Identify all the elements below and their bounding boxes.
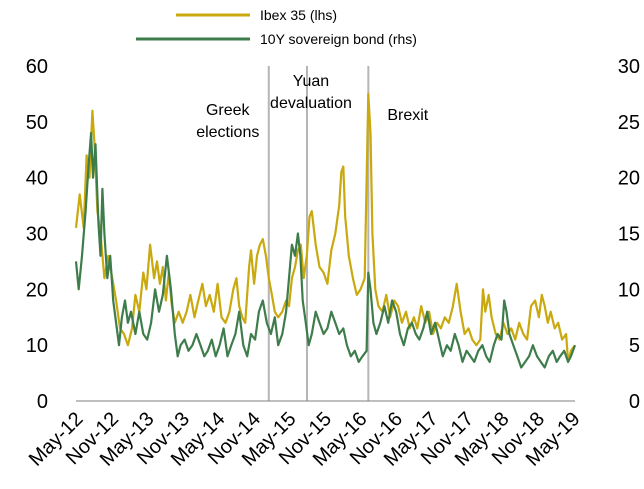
- y-axis-right: 0 5 10 15 20 25 30: [618, 56, 640, 413]
- ibex-series-line: [74, 92, 576, 363]
- y-left-tick-label: 60: [26, 56, 48, 78]
- y-right-tick-label: 25: [618, 112, 640, 134]
- y-left-tick-label: 20: [26, 279, 48, 301]
- legend-label-bond: 10Y sovereign bond (rhs): [260, 31, 417, 47]
- x-axis-labels: May-12Nov-12May-13Nov-13May-14Nov-14May-…: [25, 408, 585, 471]
- event-annotation-label: Yuan: [293, 73, 329, 90]
- event-annotation-label: elections: [196, 124, 259, 141]
- y-left-tick-label: 0: [37, 391, 48, 413]
- bond-series-line: [74, 131, 577, 369]
- series-lines: [74, 92, 577, 369]
- y-left-tick-label: 50: [26, 112, 48, 134]
- y-left-tick-label: 30: [26, 224, 48, 246]
- y-right-tick-label: 15: [618, 224, 640, 246]
- y-right-tick-label: 0: [629, 391, 640, 413]
- event-annotation-label: Greek: [206, 102, 251, 119]
- event-annotations: Greek elections Yuan devaluation Brexit: [196, 73, 429, 141]
- event-lines: [267, 66, 370, 401]
- y-left-tick-label: 40: [26, 168, 48, 190]
- legend: Ibex 35 (lhs) 10Y sovereign bond (rhs): [136, 7, 417, 47]
- event-annotation-label: devaluation: [270, 95, 352, 112]
- y-left-tick-label: 10: [26, 335, 48, 357]
- y-right-tick-label: 5: [629, 335, 640, 357]
- y-right-tick-label: 10: [618, 279, 640, 301]
- y-right-tick-label: 30: [618, 56, 640, 78]
- y-right-tick-label: 20: [618, 168, 640, 190]
- event-annotation-label: Brexit: [387, 107, 428, 124]
- y-axis-left: 0 10 20 30 40 50 60: [26, 56, 48, 413]
- legend-label-ibex: Ibex 35 (lhs): [260, 7, 337, 23]
